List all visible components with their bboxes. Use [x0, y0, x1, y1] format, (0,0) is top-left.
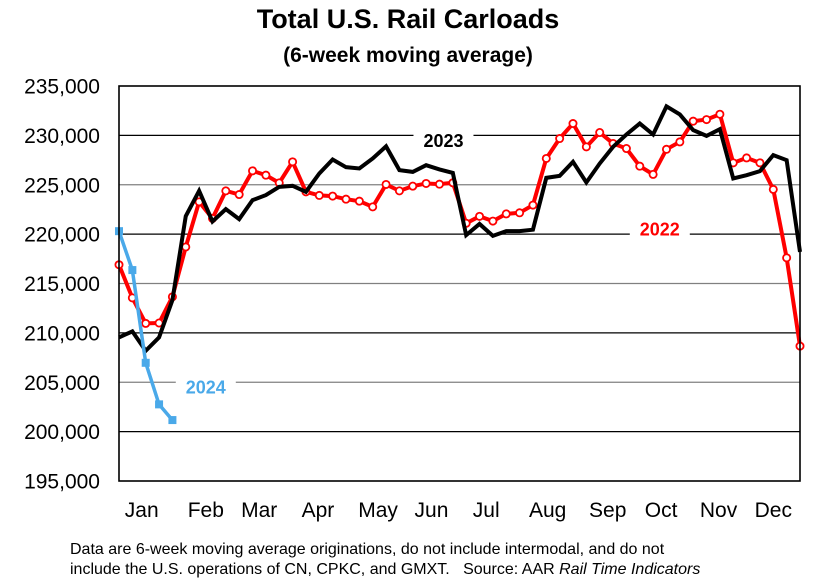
- data-point: [394, 186, 404, 196]
- data-point: [621, 144, 631, 154]
- data-point: [768, 184, 778, 194]
- data-point: [421, 178, 431, 188]
- y-tick-label: 195,000: [24, 471, 100, 494]
- x-tick-label: May: [358, 499, 398, 522]
- data-point: [488, 216, 498, 226]
- y-tick-label: 205,000: [24, 372, 100, 395]
- data-point: [354, 196, 364, 206]
- footnote-source: include the U.S. operations of CN, CPKC,…: [70, 561, 560, 578]
- data-point: [541, 153, 551, 163]
- data-point: [555, 134, 565, 144]
- data-point: [234, 190, 244, 200]
- data-point: [381, 179, 391, 189]
- data-point: [595, 128, 605, 138]
- data-point: [261, 170, 271, 180]
- footnote-line-2: include the U.S. operations of CN, CPKC,…: [70, 560, 810, 580]
- data-point: [141, 318, 151, 328]
- x-tick-label: Jul: [473, 499, 500, 522]
- series-label-2024: 2024: [186, 378, 226, 398]
- data-point: [715, 109, 725, 119]
- data-point: [568, 119, 578, 129]
- x-tick-label: Jun: [415, 499, 449, 522]
- y-tick-label: 235,000: [24, 76, 100, 99]
- data-point: [755, 158, 765, 168]
- series-label-2023: 2023: [423, 131, 463, 151]
- chart-subtitle: (6-week moving average): [283, 44, 533, 67]
- data-point: [408, 181, 418, 191]
- data-point: [782, 253, 792, 263]
- data-point: [475, 211, 485, 221]
- data-point: [635, 161, 645, 171]
- x-tick-label: Dec: [755, 499, 792, 522]
- data-point: [288, 157, 298, 167]
- data-point: [341, 194, 351, 204]
- data-point: [742, 153, 752, 163]
- series-label-bg: [413, 129, 474, 152]
- data-point: [155, 400, 164, 409]
- data-point: [702, 115, 712, 125]
- y-tick-label: 200,000: [24, 421, 100, 444]
- footnote: Data are 6-week moving average originati…: [70, 540, 810, 580]
- data-point: [648, 169, 658, 179]
- data-point: [581, 142, 591, 152]
- data-point: [141, 358, 150, 367]
- y-tick-label: 215,000: [24, 273, 100, 296]
- data-point: [434, 179, 444, 189]
- data-point: [314, 190, 324, 200]
- x-tick-label: Oct: [645, 499, 678, 522]
- x-tick-label: Aug: [529, 499, 566, 522]
- x-tick-label: Mar: [241, 499, 277, 522]
- series-2023: [118, 103, 802, 354]
- plot-frame: [118, 85, 801, 482]
- series-label-bg: [629, 218, 690, 241]
- series-label-bg: [175, 376, 236, 399]
- x-tick-label: Apr: [302, 499, 335, 522]
- y-tick-label: 220,000: [24, 224, 100, 247]
- data-point: [675, 137, 685, 147]
- data-point: [661, 144, 671, 154]
- series-line-2023: [118, 103, 802, 354]
- data-point: [515, 208, 525, 218]
- x-tick-label: Jan: [125, 499, 159, 522]
- y-tick-label: 210,000: [24, 322, 100, 345]
- x-tick-label: Feb: [188, 499, 224, 522]
- y-tick-label: 225,000: [24, 174, 100, 197]
- y-axis-ticks: 195,000 200,000 205,000 210,000 215,000 220,0…: [24, 76, 100, 494]
- data-point: [221, 186, 231, 196]
- x-tick-label: Sep: [589, 499, 626, 522]
- series-labels: 2023 2022 2024: [175, 129, 690, 399]
- y-tick-label: 230,000: [24, 125, 100, 148]
- data-point: [501, 209, 511, 219]
- footnote-line-1: Data are 6-week moving average originati…: [70, 541, 665, 558]
- footnote-source-title: Rail Time Indicators: [559, 561, 701, 578]
- x-tick-label: Nov: [700, 499, 738, 522]
- data-point: [168, 416, 177, 425]
- data-point: [368, 202, 378, 212]
- data-point: [688, 116, 698, 126]
- series-label-2022: 2022: [640, 220, 680, 240]
- data-point: [328, 191, 338, 201]
- data-point: [248, 166, 258, 176]
- chart-title: Total U.S. Rail Carloads: [256, 4, 560, 34]
- x-axis-ticks: Jan Feb Mar Apr May Jun Jul Aug Sep Oct Nov Dec: [125, 499, 792, 522]
- data-point: [528, 200, 538, 210]
- data-point: [128, 266, 137, 275]
